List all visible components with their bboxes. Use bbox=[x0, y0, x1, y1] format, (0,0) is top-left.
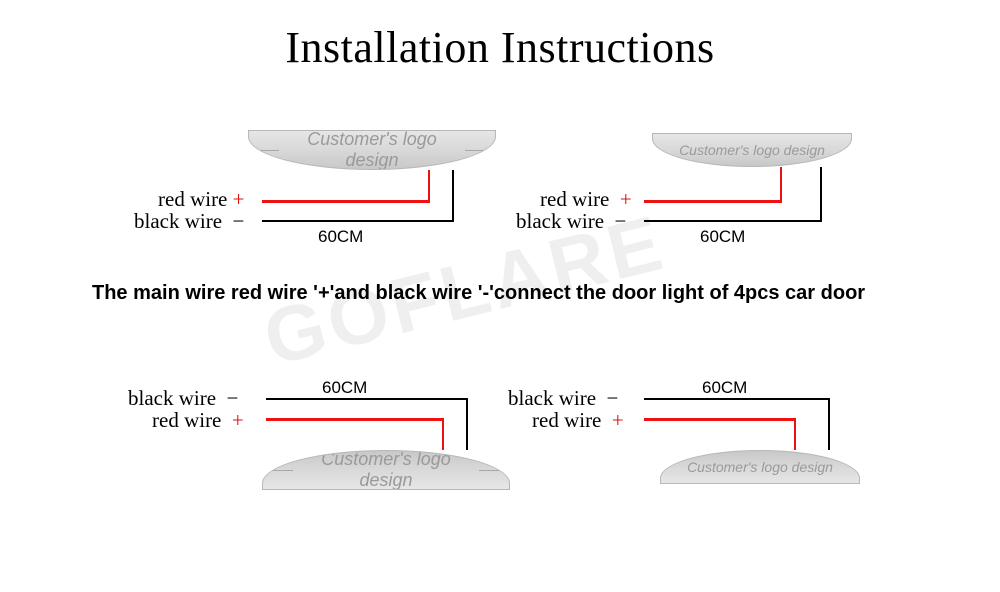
dash-icon bbox=[479, 470, 509, 471]
diagram-page: { "title": "Installation Instructions", … bbox=[0, 0, 1000, 592]
red-wire-label: red wire + bbox=[532, 408, 624, 433]
black-wire-horiz bbox=[644, 220, 822, 222]
black-wire-label: black wire − bbox=[134, 209, 244, 234]
dash-icon bbox=[249, 150, 279, 151]
plate-logo-text: Customer's logo design bbox=[661, 451, 859, 483]
dash-icon bbox=[465, 150, 495, 151]
page-title: Installation Instructions bbox=[0, 22, 1000, 73]
red-wire-vert bbox=[428, 170, 430, 202]
red-wire-horiz bbox=[644, 200, 782, 203]
black-wire-vert bbox=[466, 398, 468, 450]
plate-top-left: Customer's logo design bbox=[248, 130, 496, 170]
red-wire-label: red wire + bbox=[152, 408, 244, 433]
red-wire-vert bbox=[780, 167, 782, 202]
black-wire-horiz bbox=[644, 398, 830, 400]
black-wire-vert bbox=[828, 398, 830, 450]
black-wire-vert bbox=[820, 167, 822, 222]
length-label: 60CM bbox=[318, 227, 363, 247]
plate-bottom-left: Customer's logo design bbox=[262, 450, 510, 490]
black-wire-horiz bbox=[266, 398, 468, 400]
red-wire-vert bbox=[794, 418, 796, 450]
plate-bottom-right: Customer's logo design bbox=[660, 450, 860, 484]
red-wire-vert bbox=[442, 418, 444, 450]
length-label: 60CM bbox=[702, 378, 747, 398]
instruction-text: The main wire red wire '+'and black wire… bbox=[92, 282, 865, 305]
red-wire-horiz bbox=[644, 418, 796, 421]
dash-icon bbox=[263, 470, 293, 471]
length-label: 60CM bbox=[322, 378, 367, 398]
length-label: 60CM bbox=[700, 227, 745, 247]
red-wire-horiz bbox=[262, 200, 430, 203]
black-wire-vert bbox=[452, 170, 454, 222]
plate-logo-text: Customer's logo design bbox=[653, 134, 851, 166]
plate-logo-text: Customer's logo design bbox=[263, 451, 509, 489]
logo-caption: Customer's logo design bbox=[679, 142, 825, 158]
black-wire-horiz bbox=[262, 220, 454, 222]
logo-caption: Customer's logo design bbox=[687, 459, 833, 475]
plate-logo-text: Customer's logo design bbox=[249, 131, 495, 169]
logo-caption: Customer's logo design bbox=[303, 450, 469, 490]
black-wire-label: black wire − bbox=[516, 209, 626, 234]
logo-caption: Customer's logo design bbox=[289, 130, 455, 170]
red-wire-horiz bbox=[266, 418, 444, 421]
plate-top-right: Customer's logo design bbox=[652, 133, 852, 167]
